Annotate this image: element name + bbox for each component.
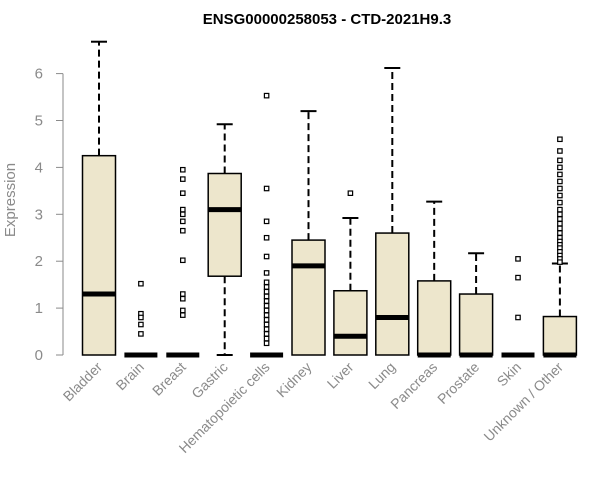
box-4 <box>250 92 284 358</box>
box-body-8 <box>416 280 452 356</box>
box-body-5 <box>291 239 326 356</box>
outlier-4-2 <box>263 218 270 225</box>
outlier-2-6 <box>180 227 186 234</box>
outlier-4-12 <box>263 307 270 314</box>
outlier-1-2 <box>138 314 144 321</box>
outlier-4-15 <box>263 321 270 328</box>
outlier-4-13 <box>263 312 270 318</box>
outlier-4-0 <box>263 92 270 99</box>
outlier-1-3 <box>138 321 144 328</box>
outlier-2-1 <box>180 176 186 182</box>
box-body-0 <box>81 154 117 356</box>
x-category-label-2: Breast <box>149 359 189 399</box>
outlier-11-10 <box>557 211 563 218</box>
x-category-label-8: Pancreas <box>387 359 440 412</box>
x-category-label-9: Prostate <box>434 359 482 407</box>
outlier-2-5 <box>180 218 186 225</box>
y-axis: 0 1 2 3 4 5 6 <box>35 66 64 364</box>
outlier-2-8 <box>180 291 186 297</box>
x-category-label-1: Brain <box>113 359 147 393</box>
outlier-2-0 <box>180 166 186 173</box>
outlier-11-7 <box>557 192 563 199</box>
outlier-4-14 <box>263 317 270 323</box>
outlier-11-8 <box>557 199 563 206</box>
box-body-7 <box>375 232 410 356</box>
y-tick-label-5: 5 <box>35 113 43 130</box>
outlier-11-5 <box>557 178 563 185</box>
outlier-4-7 <box>263 284 270 290</box>
outlier-10-1 <box>515 274 521 281</box>
outlier-4-8 <box>263 288 270 295</box>
y-tick-label-0: 0 <box>35 347 43 364</box>
x-category-label-0: Bladder <box>60 359 106 405</box>
box-1 <box>124 280 158 358</box>
box-body-11 <box>542 315 578 356</box>
y-tick-label-1: 1 <box>35 300 43 317</box>
outlier-2-2 <box>180 190 186 196</box>
x-category-label-5: Kidney <box>273 359 315 401</box>
outlier-2-11 <box>180 312 186 318</box>
outlier-4-11 <box>263 302 270 309</box>
outlier-2-9 <box>180 295 186 302</box>
x-category-label-11: Unknown / Other <box>480 359 566 445</box>
box-3 <box>207 123 242 356</box>
box-body-6 <box>333 289 368 356</box>
outlier-4-9 <box>263 293 270 300</box>
box-6 <box>333 190 368 356</box>
box-7 <box>375 66 410 356</box>
outlier-4-5 <box>263 270 270 276</box>
outlier-4-19 <box>263 340 270 347</box>
outlier-4-16 <box>263 326 270 333</box>
outlier-1-0 <box>138 280 144 287</box>
outlier-4-1 <box>263 185 270 192</box>
x-category-label-10: Skin <box>494 359 525 390</box>
outlier-4-4 <box>263 253 270 260</box>
box-11 <box>542 136 578 358</box>
box-10 <box>501 256 535 358</box>
outlier-11-6 <box>557 185 563 192</box>
x-category-label-6: Liver <box>324 359 357 392</box>
boxes-group <box>81 40 578 358</box>
outlier-4-3 <box>263 234 270 241</box>
outlier-11-0 <box>557 136 563 143</box>
box-5 <box>291 110 326 356</box>
box-0 <box>81 40 117 356</box>
outlier-4-10 <box>263 298 270 304</box>
box-2 <box>166 166 200 358</box>
outlier-11-13 <box>557 225 563 232</box>
outlier-10-0 <box>515 256 521 262</box>
outlier-11-2 <box>557 157 563 164</box>
outlier-2-10 <box>180 307 186 314</box>
box-body-9 <box>458 293 494 356</box>
outlier-10-2 <box>515 314 521 321</box>
outlier-4-17 <box>263 331 270 337</box>
outlier-11-22 <box>557 259 563 265</box>
outlier-4-18 <box>263 335 270 342</box>
outlier-2-4 <box>180 211 186 218</box>
y-axis-label: Expression <box>2 163 19 237</box>
outlier-11-11 <box>557 216 563 222</box>
y-tick-label-2: 2 <box>35 253 43 270</box>
outlier-2-7 <box>180 257 186 264</box>
box-9 <box>458 252 494 358</box>
outlier-6-0 <box>347 190 354 196</box>
outlier-11-9 <box>557 206 563 213</box>
outlier-2-3 <box>180 206 186 213</box>
y-tick-label-4: 4 <box>35 159 43 176</box>
chart-title: ENSG00000258053 - CTD-2021H9.3 <box>203 11 451 28</box>
outlier-4-6 <box>263 279 270 286</box>
box-8 <box>416 200 452 358</box>
outlier-11-14 <box>557 230 563 236</box>
box-body-3 <box>207 172 242 277</box>
outlier-11-3 <box>557 164 563 171</box>
x-category-label-7: Lung <box>365 359 398 392</box>
outlier-1-4 <box>138 331 144 337</box>
y-tick-label-6: 6 <box>35 66 43 83</box>
y-tick-label-3: 3 <box>35 206 43 223</box>
outlier-11-4 <box>557 171 563 178</box>
outlier-11-12 <box>557 220 563 227</box>
outlier-11-1 <box>557 148 563 154</box>
